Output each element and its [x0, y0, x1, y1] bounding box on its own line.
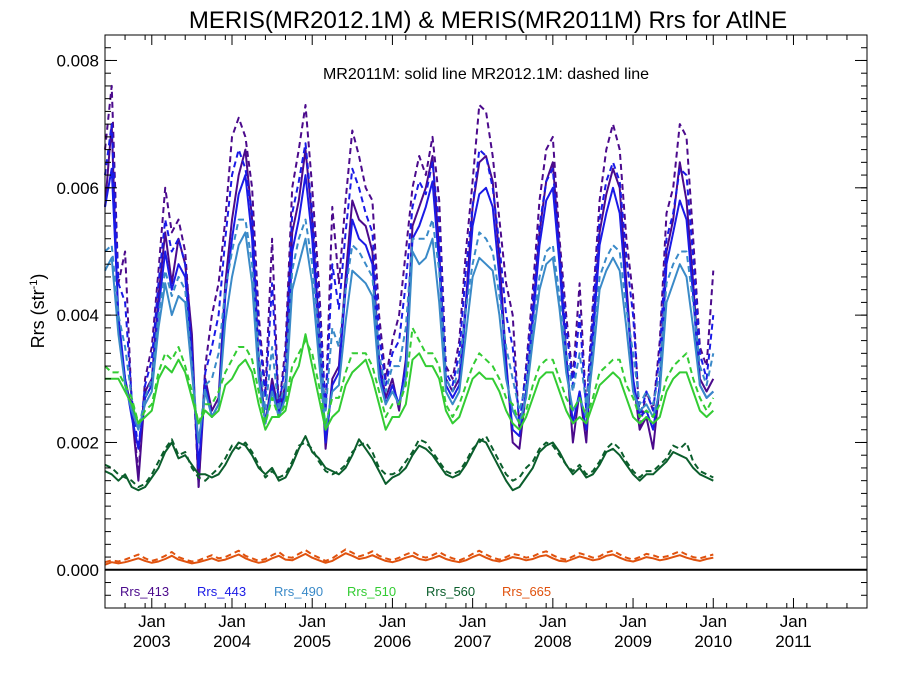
rrs-490-dashed-line: [104, 218, 715, 444]
legend: Rrs_413 Rrs_443 Rrs_490 Rrs_510 Rrs_560 Rrs_6…: [120, 584, 551, 599]
chart-title: MERIS(MR2012.1M) & MERIS(MR2011M) Rrs fo…: [189, 7, 787, 34]
rrs-665-solid-line: [104, 552, 714, 566]
legend-label-rrs-443: Rrs_443: [197, 584, 246, 599]
series-layer: [104, 84, 715, 566]
x-tick-month-label: Jan: [138, 612, 165, 631]
line-style-note: MR2011M: solid line MR2012.1M: dashed li…: [323, 66, 649, 83]
rrs-665-dashed-line: [104, 548, 714, 564]
legend-label-rrs-490: Rrs_490: [274, 584, 323, 599]
x-tick-month-label: Jan: [619, 612, 646, 631]
rrs-443-dashed-line: [104, 123, 715, 469]
y-tick-label: 0.008: [56, 51, 99, 70]
y-axis-label: Rrs (str-1): [28, 274, 48, 349]
rrs-510-solid-line: [105, 333, 714, 431]
x-tick-year-label: 2004: [213, 632, 251, 651]
x-tick-year-label: 2010: [694, 632, 732, 651]
legend-label-rrs-560: Rrs_560: [426, 584, 475, 599]
x-tick-month-label: Jan: [379, 612, 406, 631]
x-tick-year-label: 2008: [534, 632, 572, 651]
x-tick-year-label: 2005: [293, 632, 331, 651]
plot-frame: [104, 34, 868, 609]
legend-label-rrs-413: Rrs_413: [120, 584, 169, 599]
y-axis-label-close: ): [28, 274, 48, 280]
legend-label-rrs-510: Rrs_510: [347, 584, 396, 599]
y-tick-label: 0.006: [56, 179, 99, 198]
y-tick-label: 0.000: [56, 561, 99, 580]
x-tick-month-label: Jan: [780, 612, 807, 631]
rrs-560-solid-line: [104, 435, 714, 492]
rrs-560-dashed-line: [104, 435, 714, 488]
x-tick-month-label: Jan: [539, 612, 566, 631]
rrs-413-dashed-line: [104, 84, 715, 488]
x-tick-year-label: 2011: [775, 632, 812, 651]
rrs-510-dashed-line: [104, 326, 715, 425]
axis-layer: 0.0000.0020.0040.0060.008Jan2003Jan2004J…: [56, 34, 868, 651]
x-tick-month-label: Jan: [459, 612, 486, 631]
y-axis-label-main: Rrs (str: [28, 289, 48, 348]
y-axis-label-sup: -1: [28, 280, 40, 290]
legend-label-rrs-665: Rrs_665: [502, 584, 551, 599]
x-tick-month-label: Jan: [700, 612, 727, 631]
x-tick-year-label: 2003: [133, 632, 171, 651]
x-tick-year-label: 2007: [454, 632, 492, 651]
x-tick-year-label: 2006: [374, 632, 412, 651]
y-tick-label: 0.004: [56, 306, 99, 325]
x-tick-month-label: Jan: [298, 612, 325, 631]
y-tick-label: 0.002: [56, 433, 99, 452]
rrs-490-solid-line: [104, 231, 714, 444]
x-tick-year-label: 2009: [614, 632, 652, 651]
x-tick-month-label: Jan: [218, 612, 245, 631]
